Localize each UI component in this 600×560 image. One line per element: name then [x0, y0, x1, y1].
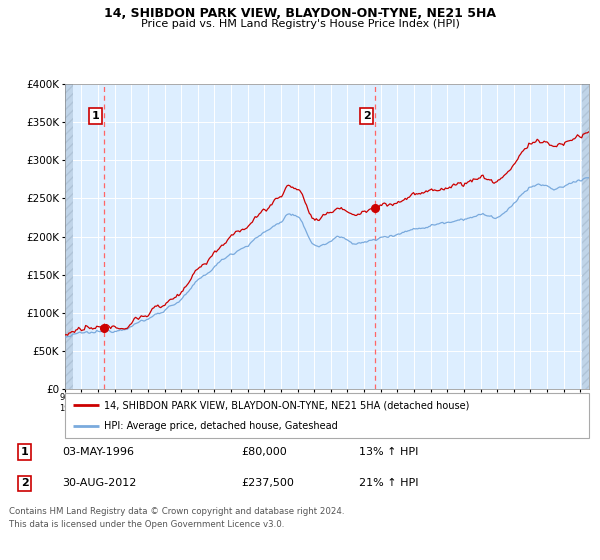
- Text: 13% ↑ HPI: 13% ↑ HPI: [359, 447, 418, 457]
- Text: 14, SHIBDON PARK VIEW, BLAYDON-ON-TYNE, NE21 5HA: 14, SHIBDON PARK VIEW, BLAYDON-ON-TYNE, …: [104, 7, 496, 20]
- Text: 14, SHIBDON PARK VIEW, BLAYDON-ON-TYNE, NE21 5HA (detached house): 14, SHIBDON PARK VIEW, BLAYDON-ON-TYNE, …: [104, 400, 469, 410]
- Text: This data is licensed under the Open Government Licence v3.0.: This data is licensed under the Open Gov…: [9, 520, 284, 529]
- Text: Contains HM Land Registry data © Crown copyright and database right 2024.: Contains HM Land Registry data © Crown c…: [9, 507, 344, 516]
- Text: 30-AUG-2012: 30-AUG-2012: [62, 478, 136, 488]
- Text: £80,000: £80,000: [241, 447, 287, 457]
- Text: £237,500: £237,500: [241, 478, 294, 488]
- Text: 2: 2: [363, 111, 371, 121]
- Text: HPI: Average price, detached house, Gateshead: HPI: Average price, detached house, Gate…: [104, 421, 338, 431]
- Bar: [65, 84, 73, 389]
- FancyBboxPatch shape: [65, 393, 589, 438]
- Text: 1: 1: [21, 447, 28, 457]
- Text: 1: 1: [92, 111, 99, 121]
- Text: 03-MAY-1996: 03-MAY-1996: [62, 447, 134, 457]
- Text: 21% ↑ HPI: 21% ↑ HPI: [359, 478, 418, 488]
- Bar: [582, 84, 589, 389]
- Text: Price paid vs. HM Land Registry's House Price Index (HPI): Price paid vs. HM Land Registry's House …: [140, 19, 460, 29]
- Text: 2: 2: [21, 478, 28, 488]
